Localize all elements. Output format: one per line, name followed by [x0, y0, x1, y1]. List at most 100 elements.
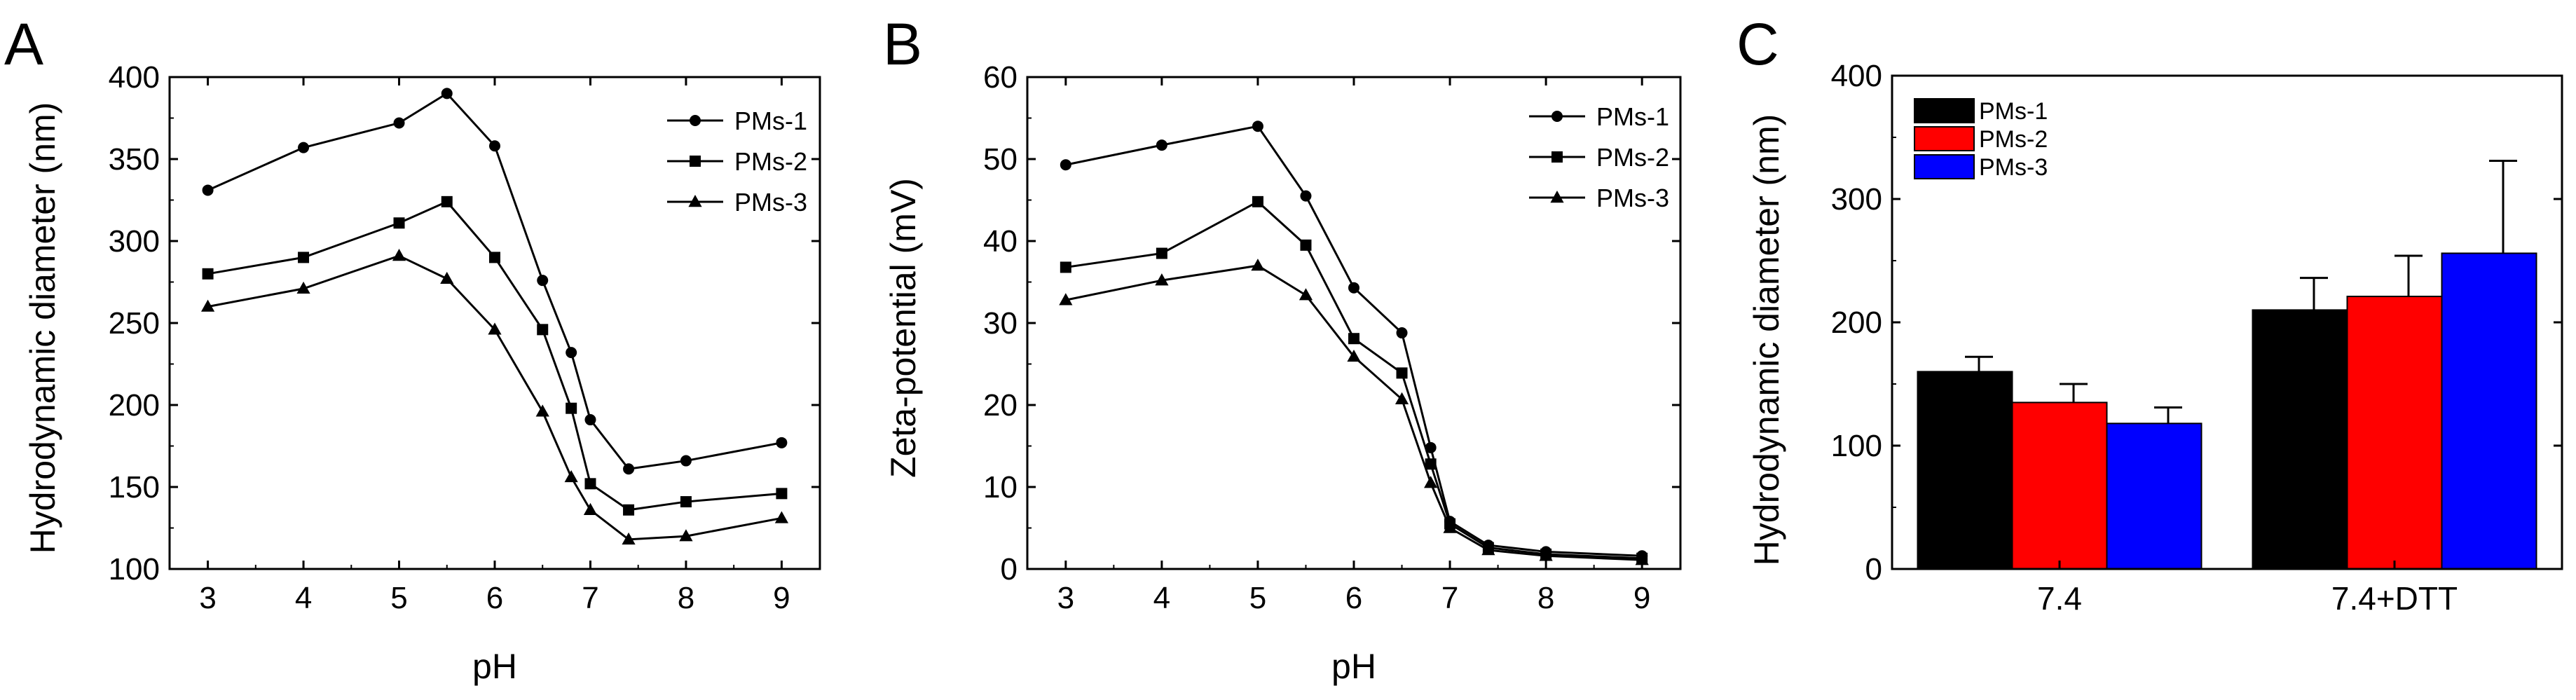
- data-point: [393, 217, 405, 229]
- data-point: [1156, 247, 1167, 259]
- y-tick-label: 0: [1001, 552, 1018, 586]
- x-tick-label: 4: [1153, 581, 1170, 615]
- data-point: [202, 184, 214, 196]
- legend-label: PMs-1: [1596, 102, 1669, 131]
- data-point: [1299, 288, 1313, 301]
- legend-marker: [690, 115, 701, 126]
- x-tick-label: 8: [678, 581, 694, 615]
- legend-label: PMs-2: [1596, 143, 1669, 172]
- x-axis-label: pH: [1331, 647, 1376, 686]
- data-point: [488, 322, 502, 335]
- data-point: [296, 281, 310, 294]
- data-point: [566, 402, 577, 414]
- series-line: [207, 254, 782, 541]
- data-point: [1251, 259, 1265, 271]
- legend-marker: [1550, 191, 1564, 203]
- y-tick-label: 50: [983, 142, 1018, 177]
- data-point: [1424, 476, 1438, 488]
- x-tick-label: 3: [1057, 581, 1074, 615]
- legend-marker: [1551, 151, 1563, 163]
- data-point: [623, 504, 635, 516]
- y-tick-label: 60: [983, 60, 1018, 95]
- data-point: [1252, 195, 1263, 207]
- data-point: [535, 404, 549, 417]
- x-tick-label: 8: [1537, 581, 1554, 615]
- legend-label: PMs-3: [734, 188, 807, 217]
- data-point: [1396, 327, 1408, 339]
- chart-b-svg: B Zeta-potential (mV) pH 3 4 5 6 7 8 9 0 10 20 30 4…: [883, 11, 1682, 686]
- data-point: [1300, 239, 1312, 251]
- data-point: [1347, 349, 1361, 362]
- data-point: [583, 502, 598, 515]
- legend-marker: [1551, 111, 1563, 122]
- legend-swatch: [1914, 126, 1975, 151]
- bar: [2346, 296, 2443, 570]
- data-point: [564, 469, 578, 483]
- bar: [1917, 371, 2013, 570]
- data-point: [298, 142, 310, 153]
- x-tick-label: 5: [1249, 581, 1266, 615]
- y-tick-label: 400: [1831, 59, 1882, 93]
- y-tick-label: 200: [1831, 306, 1882, 340]
- legend-swatch: [1914, 98, 1975, 123]
- legend-marker: [690, 156, 701, 167]
- x-tick-label: 7: [582, 581, 598, 615]
- chart-b-plot: 3 4 5 6 7 8 9 0 10 20 30 40 50 60 PMs-1 PMs-2 PMs-3: [983, 60, 1682, 615]
- data-point: [1348, 333, 1359, 345]
- data-point: [202, 268, 214, 280]
- panel-label: A: [4, 11, 43, 77]
- data-point: [1481, 543, 1495, 556]
- x-tick-label: 9: [773, 581, 790, 615]
- data-point: [1059, 293, 1073, 306]
- x-tick-label: 6: [1345, 581, 1362, 615]
- y-tick-label: 400: [109, 60, 160, 95]
- panel-c: C Hydrodynamic diameter (nm) 7.4 7.4+DTT 0…: [1710, 0, 2576, 700]
- data-point: [584, 478, 596, 490]
- chart-c-svg: C Hydrodynamic diameter (nm) 7.4 7.4+DTT 0…: [1736, 11, 2563, 617]
- data-point: [393, 117, 405, 129]
- y-tick-label: 200: [109, 388, 160, 423]
- data-point: [566, 347, 577, 359]
- x-tick-label: 7.4+DTT: [2331, 580, 2458, 617]
- x-tick-label: 3: [199, 581, 216, 615]
- data-point: [298, 252, 310, 263]
- data-point: [622, 532, 636, 545]
- panel-label: C: [1736, 11, 1779, 77]
- data-point: [537, 275, 549, 287]
- data-point: [392, 249, 406, 261]
- data-point: [441, 88, 453, 99]
- x-axis-label: pH: [472, 647, 517, 686]
- x-tick-label: 6: [486, 581, 503, 615]
- data-point: [680, 455, 692, 467]
- legend-marker: [688, 195, 702, 207]
- data-point: [623, 463, 635, 475]
- legend-label: PMs-2: [1979, 126, 2048, 153]
- y-tick-label: 150: [109, 470, 160, 505]
- x-tick-label: 7: [1441, 581, 1458, 615]
- y-tick-label: 300: [109, 224, 160, 259]
- x-tick-label: 9: [1633, 581, 1650, 615]
- series-line: [207, 200, 782, 512]
- data-point: [679, 529, 693, 542]
- data-point: [1252, 121, 1263, 132]
- y-tick-label: 20: [983, 388, 1018, 423]
- bar: [2441, 252, 2537, 570]
- data-point: [489, 252, 500, 263]
- data-point: [1348, 282, 1359, 294]
- chart-a-svg: A Hydrodynamic diameter (nm) pH 3 4 5 6 7 8 9 1…: [4, 11, 821, 686]
- data-point: [1443, 521, 1457, 533]
- data-point: [1395, 392, 1409, 405]
- plot-frame: [1026, 76, 1682, 570]
- y-tick-label: 40: [983, 224, 1018, 259]
- data-point: [200, 299, 215, 312]
- data-point: [680, 496, 692, 508]
- bar: [2252, 309, 2348, 570]
- y-tick-label: 350: [109, 142, 160, 177]
- chart-a-plot: 3 4 5 6 7 8 9 100 150 200 250 300 350 400 PMs-1 PMs-2 PM…: [109, 60, 821, 615]
- x-tick-label: 4: [295, 581, 312, 615]
- data-point: [1156, 139, 1167, 151]
- panel-label: B: [883, 11, 922, 77]
- y-axis-label: Zeta-potential (mV): [884, 178, 923, 478]
- bar: [2011, 402, 2108, 570]
- data-point: [1060, 261, 1071, 273]
